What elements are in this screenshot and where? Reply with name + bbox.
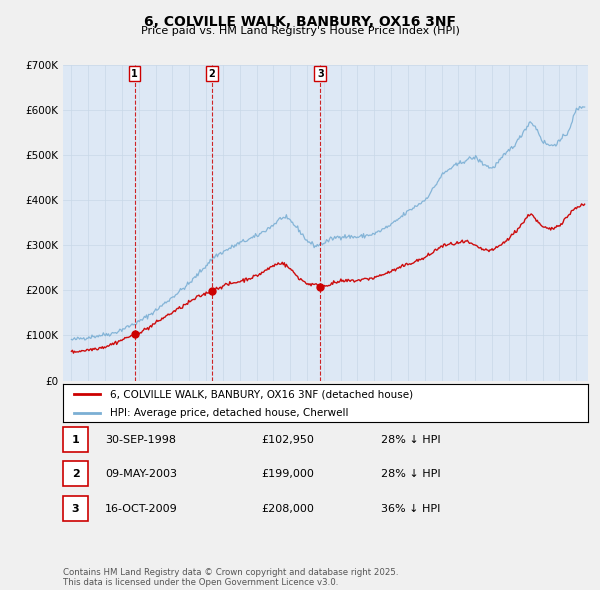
Text: 28% ↓ HPI: 28% ↓ HPI bbox=[381, 435, 440, 444]
Bar bbox=[63, 65, 134, 381]
Text: 6, COLVILLE WALK, BANBURY, OX16 3NF: 6, COLVILLE WALK, BANBURY, OX16 3NF bbox=[144, 15, 456, 29]
Text: 6, COLVILLE WALK, BANBURY, OX16 3NF (detached house): 6, COLVILLE WALK, BANBURY, OX16 3NF (det… bbox=[110, 389, 413, 399]
Bar bbox=[212, 65, 320, 381]
Bar bbox=[134, 65, 212, 381]
Bar bbox=[320, 65, 588, 381]
Text: 16-OCT-2009: 16-OCT-2009 bbox=[105, 504, 178, 513]
Text: HPI: Average price, detached house, Cherwell: HPI: Average price, detached house, Cher… bbox=[110, 408, 349, 418]
Text: 09-MAY-2003: 09-MAY-2003 bbox=[105, 469, 177, 478]
Text: 1: 1 bbox=[131, 69, 138, 79]
Text: 28% ↓ HPI: 28% ↓ HPI bbox=[381, 469, 440, 478]
Text: 30-SEP-1998: 30-SEP-1998 bbox=[105, 435, 176, 444]
Text: 3: 3 bbox=[72, 504, 79, 513]
Text: Price paid vs. HM Land Registry's House Price Index (HPI): Price paid vs. HM Land Registry's House … bbox=[140, 26, 460, 36]
Text: Contains HM Land Registry data © Crown copyright and database right 2025.
This d: Contains HM Land Registry data © Crown c… bbox=[63, 568, 398, 587]
Text: 3: 3 bbox=[317, 69, 323, 79]
Text: 1: 1 bbox=[72, 435, 79, 444]
Text: 36% ↓ HPI: 36% ↓ HPI bbox=[381, 504, 440, 513]
Text: £102,950: £102,950 bbox=[261, 435, 314, 444]
Text: £199,000: £199,000 bbox=[261, 469, 314, 478]
Text: 2: 2 bbox=[72, 469, 79, 478]
Text: 2: 2 bbox=[209, 69, 215, 79]
Text: £208,000: £208,000 bbox=[261, 504, 314, 513]
